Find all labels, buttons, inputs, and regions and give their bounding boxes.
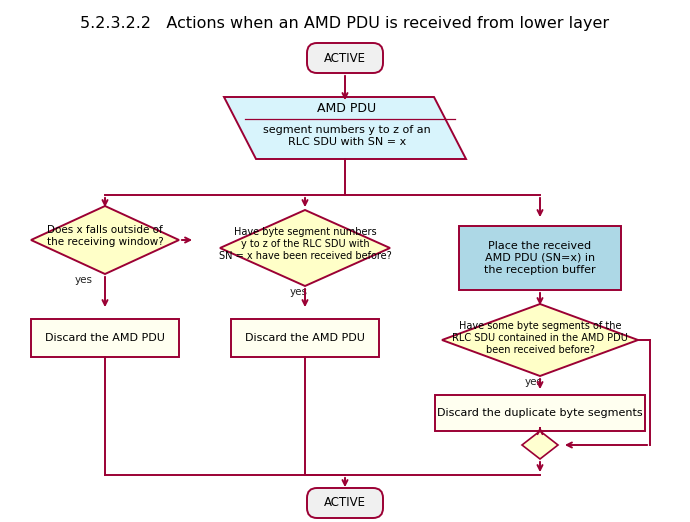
Text: segment numbers y to z of an
RLC SDU with SN = x: segment numbers y to z of an RLC SDU wit…	[263, 125, 431, 147]
Text: Does x falls outside of
the receiving window?: Does x falls outside of the receiving wi…	[47, 225, 164, 247]
Polygon shape	[442, 304, 638, 376]
Text: Discard the AMD PDU: Discard the AMD PDU	[45, 333, 165, 343]
Text: Discard the duplicate byte segments: Discard the duplicate byte segments	[437, 408, 643, 418]
Bar	[31, 319, 179, 357]
Text: yes: yes	[290, 287, 308, 297]
FancyBboxPatch shape	[307, 488, 383, 518]
Text: ACTIVE: ACTIVE	[324, 52, 366, 65]
Polygon shape	[31, 206, 179, 274]
Text: 5.2.3.2.2   Actions when an AMD PDU is received from lower layer: 5.2.3.2.2 Actions when an AMD PDU is rec…	[81, 16, 609, 31]
Text: yes: yes	[75, 275, 93, 285]
Bar	[435, 395, 645, 431]
Text: ACTIVE: ACTIVE	[324, 496, 366, 509]
Text: Place the received
AMD PDU (SN=x) in
the reception buffer: Place the received AMD PDU (SN=x) in the…	[484, 241, 595, 275]
Bar	[459, 226, 621, 290]
FancyBboxPatch shape	[307, 43, 383, 73]
Text: AMD PDU: AMD PDU	[317, 101, 377, 114]
Bar	[231, 319, 379, 357]
Polygon shape	[224, 97, 466, 159]
Text: yes: yes	[525, 377, 543, 387]
Polygon shape	[522, 431, 558, 459]
Polygon shape	[220, 210, 390, 286]
Text: Have byte segment numbers
y to z of the RLC SDU with
SN = x have been received b: Have byte segment numbers y to z of the …	[219, 228, 391, 260]
Text: Have some byte segments of the
RLC SDU contained in the AMD PDU
been received be: Have some byte segments of the RLC SDU c…	[452, 322, 628, 354]
Text: Discard the AMD PDU: Discard the AMD PDU	[245, 333, 365, 343]
